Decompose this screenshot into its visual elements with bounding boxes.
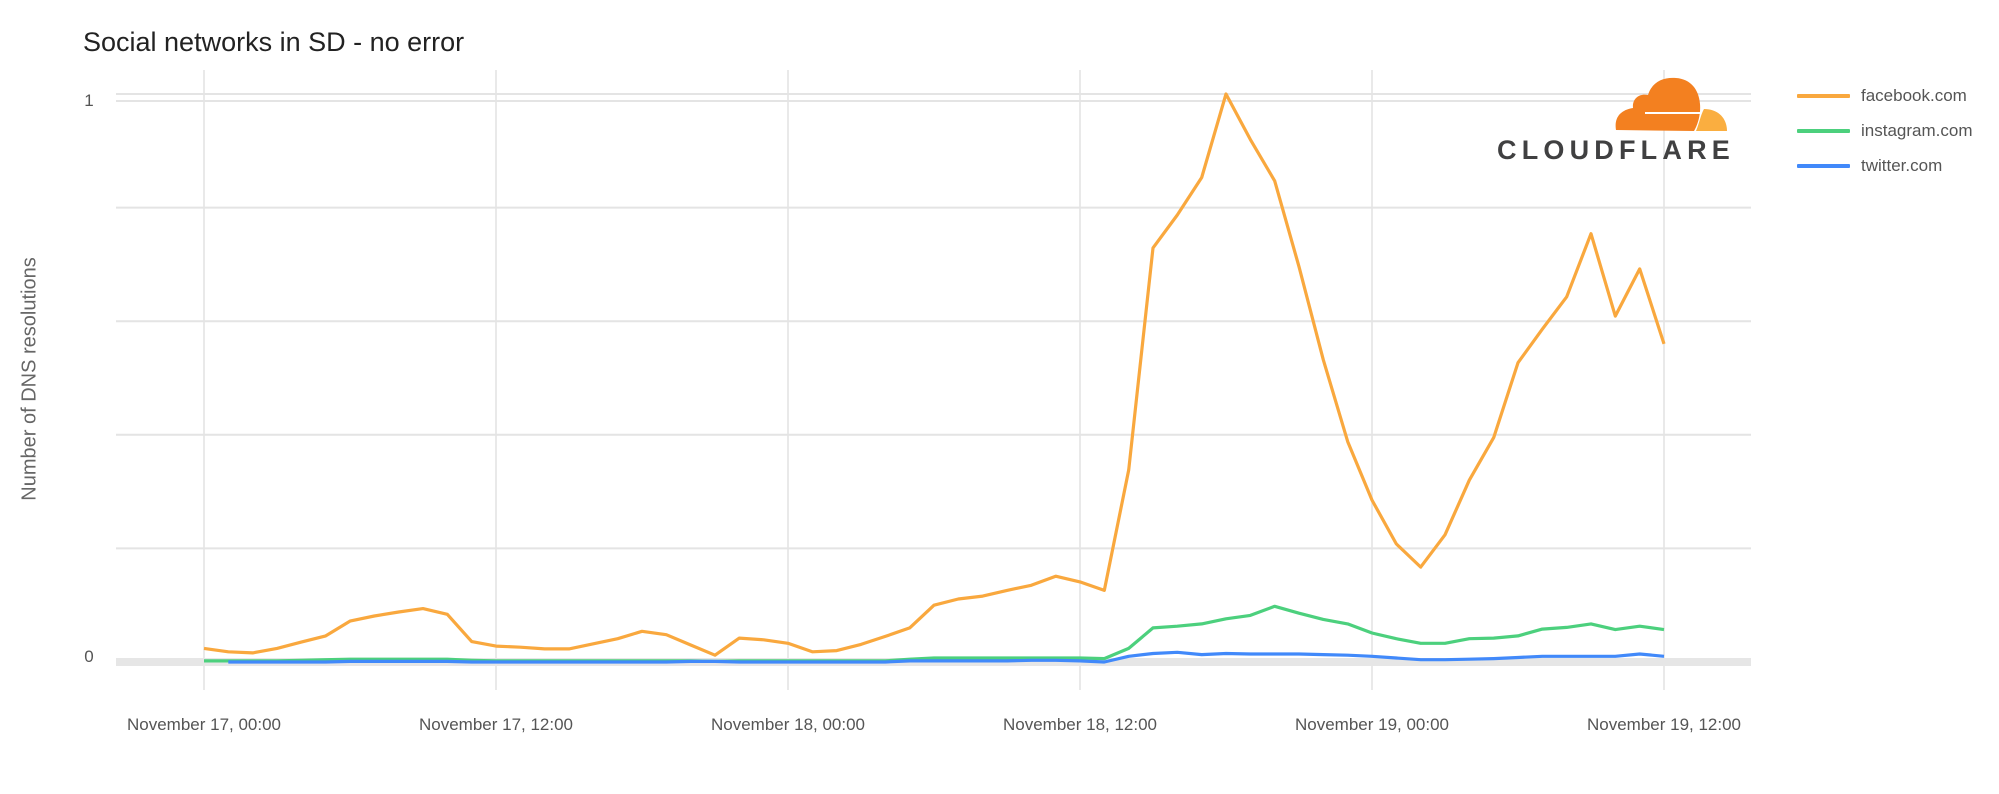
x-tick-label: November 18, 12:00 [1002,715,1158,734]
cloud-small-shape [1696,109,1727,131]
legend-item-twitter[interactable]: twitter.com [1797,148,1972,183]
legend-swatch-twitter [1797,163,1850,168]
legend-label: facebook.com [1861,85,1967,105]
y-tick-label-1: 1 [84,91,94,110]
series-line-instagram [204,604,1665,664]
x-tick-label: November 17, 00:00 [126,715,282,734]
legend: facebook.com instagram.com twitter.com [1797,78,1972,183]
x-tick-label: November 19, 00:00 [1294,715,1450,734]
cloud-main-shape [1615,77,1701,131]
legend-item-facebook[interactable]: facebook.com [1797,78,1972,113]
series-lines [203,92,1666,664]
y-tick-label-0: 0 [84,647,94,666]
series-line-twitter [228,650,1665,664]
legend-label: twitter.com [1861,155,1943,175]
legend-label: instagram.com [1861,120,1973,140]
y-axis-title: Number of DNS resolutions [18,257,41,501]
legend-swatch-facebook [1797,93,1850,98]
legend-swatch-instagram [1797,128,1850,133]
chart-title: Social networks in SD - no error [83,27,465,57]
series-line-facebook [203,92,1666,657]
legend-item-instagram[interactable]: instagram.com [1797,113,1972,148]
x-tick-label: November 19, 12:00 [1586,715,1742,734]
cloud-icon [1615,77,1727,131]
cloudflare-logo-text: CLOUDFLARE [1497,135,1735,165]
x-tick-label: November 17, 12:00 [418,715,574,734]
x-tick-label: November 18, 00:00 [710,715,866,734]
